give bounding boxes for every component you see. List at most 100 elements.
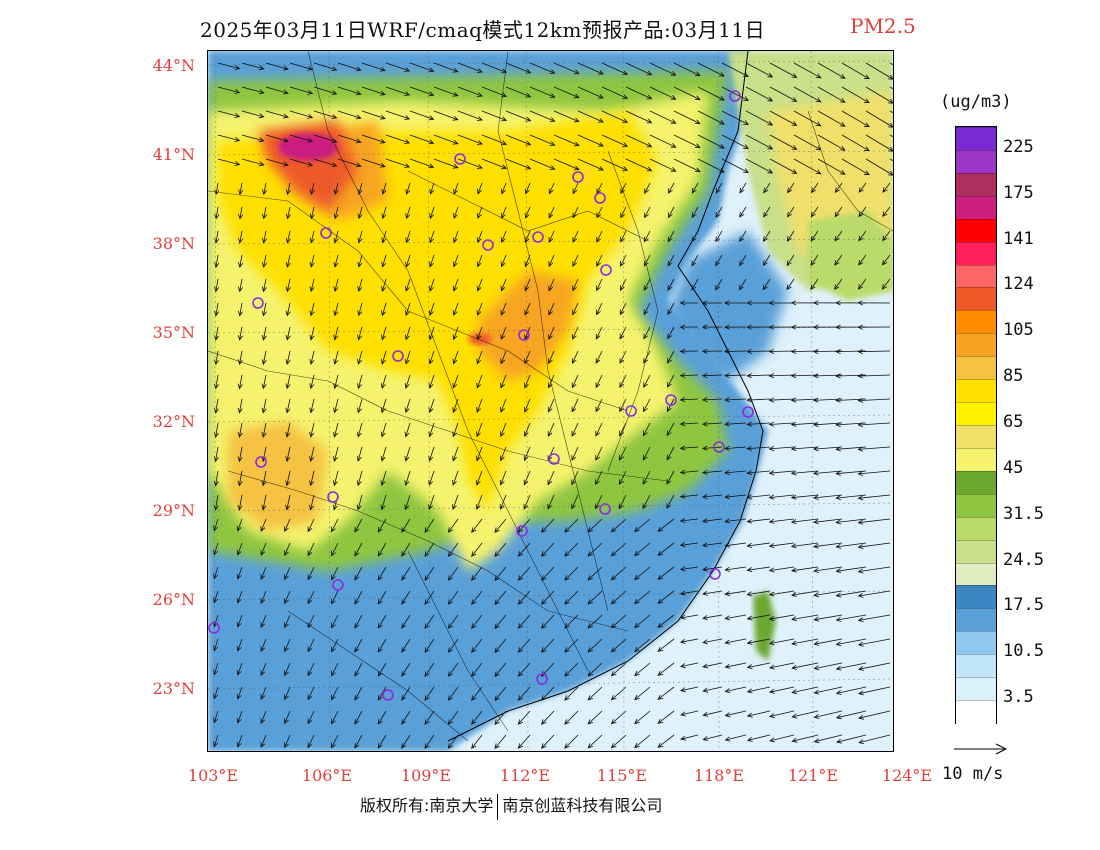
wind-arrow [285,254,291,268]
wind-arrow [540,734,555,749]
wind-arrow [768,614,795,621]
wind-arrow [540,518,555,533]
wind-arrow [691,254,699,267]
wind-arrow [214,182,220,196]
wind-arrow [643,374,651,389]
colorbar-label: 3.5 [1003,687,1034,708]
wind-arrow [500,398,507,413]
wind-arrow [841,110,870,128]
wind-arrow [746,734,771,742]
colorbar-swatch [956,195,996,220]
wind-arrow [679,566,699,572]
colorbar-label: 17.5 [1003,595,1044,616]
wind-arrow [447,518,459,533]
wind-arrow [768,300,795,306]
wind-arrow [284,662,291,677]
wind-arrow [564,734,579,749]
wind-arrow [667,374,675,388]
wind-arrow [354,734,363,749]
wind-arrow [452,326,459,341]
wind-arrow [745,158,774,174]
wind-arrow [723,324,747,330]
wind-arrow [813,542,843,549]
wind-arrow [354,638,363,653]
wind-arrow [241,158,265,167]
wind-arrow [452,470,459,486]
wind-arrow [596,278,603,292]
wind-arrow [657,710,675,724]
colorbar-swatch [956,562,996,587]
wind-arrow [424,686,435,701]
wind-arrow [667,326,675,340]
wind-arrow [401,710,411,725]
wind-arrow [835,566,867,574]
wind-arrow [429,230,435,244]
wind-arrow [447,686,459,701]
wind-arrow [505,62,532,74]
wind-arrow [793,134,822,151]
wind-arrow [401,638,411,653]
wind-arrow [763,206,771,218]
wind-arrow [571,470,579,486]
wind-arrow [236,614,243,628]
wind-arrow [354,662,363,677]
colorbar-swatch [956,310,996,335]
wind-arrow [447,710,459,725]
wind-arrow [238,182,244,196]
wind-arrow [309,398,315,414]
wind-arrow [790,566,819,573]
wind-arrow [596,302,603,316]
wind-arrow [745,62,774,78]
wind-arrow [587,590,603,605]
wind-arrow [668,182,675,194]
wind-arrow [701,397,723,403]
title-bar: 2025年03月11日WRF/cmaq模式12km预报产品:03月11日 PM2… [0,10,1100,44]
colorbar-label: 105 [1003,320,1034,341]
wind-arrow [577,110,604,123]
wind-arrow [679,445,699,451]
wind-arrow [810,254,819,266]
wind-arrow [237,326,243,341]
wind-arrow [724,566,747,572]
lat-label-44n: 44°N [152,56,195,75]
wind-arrow [381,302,387,317]
wind-arrow [331,734,339,749]
wind-arrow [260,542,267,556]
city-marker [208,622,220,634]
wind-arrow [471,566,483,582]
wind-arrow [596,254,603,267]
wind-arrow [768,566,795,573]
wind-arrow [494,662,507,678]
wind-arrow [404,326,411,341]
wind-arrow [260,638,267,652]
wind-arrow [745,134,774,150]
wind-arrow [701,518,723,524]
wind-arrow [238,230,244,244]
wind-arrow [746,710,771,718]
wind-arrow [610,638,627,653]
wind-arrow [494,710,507,726]
wind-arrow [680,662,699,669]
lon-label-115e: 115°E [596,766,648,785]
wind-arrow [610,662,627,677]
wind-arrow [634,590,651,605]
wind-arrow [791,638,819,646]
wind-arrow [284,734,291,749]
wind-arrow [500,326,507,341]
wind-arrow [333,446,339,463]
copyright-footer: 版权所有:南京大学 南京创蓝科技有限公司 [360,792,662,820]
coastline [447,51,764,742]
wind-arrow [548,326,555,340]
wind-arrow [857,686,891,696]
wind-arrow [858,182,867,193]
wind-arrow [790,518,819,525]
wind-arrow [620,182,627,195]
wind-arrow [523,494,531,510]
colorbar-swatch [956,149,996,174]
wind-arrow [813,518,843,525]
wind-arrow [529,86,556,98]
wind-arrow [357,398,363,414]
city-marker [516,525,528,537]
wind-arrow [337,158,362,168]
wind-arrow [471,614,483,630]
